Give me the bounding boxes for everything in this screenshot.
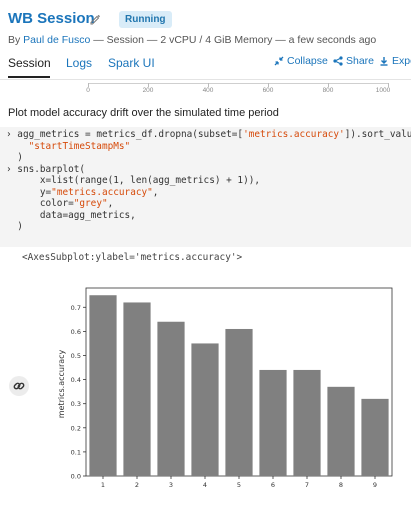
- y-tick-label: 0.4: [71, 376, 81, 384]
- x-tick-label: 1: [101, 481, 105, 489]
- tab-logs[interactable]: Logs: [66, 56, 93, 70]
- bar-chart: 0.0 0.1 0.2 0.3 0.4 0.5 0.6 0.7 1 2 3 4 5 6 7 8 9 metric…: [57, 287, 393, 489]
- code-line: color=: [17, 198, 74, 209]
- code-line: ,: [107, 198, 114, 209]
- scrubber-tick: [268, 83, 269, 87]
- scrubber-label: 800: [322, 87, 334, 94]
- bar: [89, 295, 117, 476]
- y-tick-label: 0.7: [71, 304, 81, 312]
- code-string: "startTimeStampMs": [28, 140, 131, 152]
- y-tick-label: 0.0: [71, 473, 81, 481]
- x-tick-label: 6: [271, 481, 275, 489]
- session-subline: By Paul de Fusco — Session — 2 vCPU / 4 …: [8, 34, 411, 46]
- link-icon: [13, 382, 25, 390]
- markdown-cell: Plot model accuracy drift over the simul…: [8, 107, 279, 119]
- bar: [293, 369, 321, 476]
- y-tick-label: 0.1: [71, 448, 81, 456]
- y-tick-label: 0.3: [71, 400, 81, 408]
- export-label: Expo: [392, 55, 411, 67]
- bar: [157, 321, 185, 476]
- code-line: data=agg_metrics,: [17, 209, 136, 221]
- status-badge: Running: [119, 11, 172, 28]
- x-tick-label: 9: [373, 481, 377, 489]
- code-input: › agg_metrics = metrics_df.dropna(subset…: [6, 129, 411, 233]
- scrubber-tick: [208, 83, 209, 87]
- scrubber-label: 200: [142, 87, 154, 94]
- tab-spark-ui[interactable]: Spark UI: [108, 56, 155, 70]
- cell-output: <AxesSubplot:ylabel='metrics.accuracy'>: [22, 252, 243, 263]
- session-title: WB Session: [8, 10, 95, 27]
- x-tick-label: 2: [135, 481, 139, 489]
- tab-bar: Session Logs Spark UI Collapse Share Exp…: [0, 52, 411, 80]
- scrubber-label: 600: [262, 87, 274, 94]
- code-string: "grey": [73, 198, 108, 209]
- session-header: WB Session Running: [8, 10, 411, 32]
- x-tick-label: 8: [339, 481, 343, 489]
- x-tick-label: 4: [203, 481, 207, 489]
- scrubber-tick: [148, 83, 149, 87]
- author-link[interactable]: Paul de Fusco: [23, 34, 91, 46]
- edit-icon[interactable]: [89, 13, 101, 25]
- bar: [123, 302, 151, 476]
- by-prefix: By: [8, 34, 24, 46]
- bar: [327, 386, 355, 476]
- code-cell[interactable]: › agg_metrics = metrics_df.dropna(subset…: [0, 127, 411, 247]
- code-string: "metrics.accuracy": [51, 186, 153, 198]
- prompt-icon: ›: [6, 163, 18, 175]
- code-line: x=list(range(1, len(agg_metrics) + 1)),: [17, 175, 260, 186]
- x-tick-label: 7: [305, 481, 309, 489]
- scrubber-label: 1000: [375, 87, 391, 94]
- code-string: 'metrics.accuracy': [243, 129, 345, 140]
- bar: [259, 369, 287, 476]
- share-icon: [333, 56, 343, 66]
- bar: [361, 398, 389, 476]
- export-button[interactable]: Expo: [379, 55, 411, 67]
- code-line: ): [17, 152, 23, 163]
- download-icon: [380, 57, 388, 66]
- timeline-scrubber[interactable]: 0 200 400 600 800 1000: [0, 80, 411, 96]
- scrubber-label: 400: [202, 87, 214, 94]
- scrubber-label: 0: [86, 87, 90, 94]
- code-line: ]).sort_values(: [344, 129, 411, 140]
- scrubber-tick: [328, 83, 329, 87]
- code-line: ): [17, 221, 23, 232]
- share-label: Share: [346, 55, 375, 67]
- code-line: sns.barplot(: [17, 163, 86, 175]
- code-line: agg_metrics = metrics_df.dropna(subset=[: [17, 129, 244, 140]
- active-tab-indicator: [8, 76, 50, 78]
- prompt-icon: ›: [6, 129, 18, 140]
- y-tick-label: 0.5: [71, 352, 81, 360]
- code-line: y=: [17, 186, 52, 198]
- session-details: — Session — 2 vCPU / 4 GiB Memory — a fe…: [90, 34, 377, 46]
- y-tick-label: 0.2: [71, 424, 81, 432]
- bar: [191, 343, 219, 476]
- code-line: ,: [152, 186, 159, 198]
- collapse-button[interactable]: Collapse: [274, 55, 328, 67]
- scrubber-track[interactable]: [88, 83, 388, 84]
- collapse-label: Collapse: [287, 55, 328, 67]
- x-tick-label: 3: [169, 481, 173, 489]
- x-tick-label: 5: [237, 481, 241, 489]
- scrubber-tick: [88, 83, 89, 87]
- y-tick-label: 0.6: [71, 328, 81, 336]
- tab-session[interactable]: Session: [8, 56, 51, 70]
- share-button[interactable]: Share: [333, 55, 374, 67]
- y-axis-label: metrics.accuracy: [57, 349, 66, 418]
- bar: [225, 328, 253, 476]
- collapse-icon: [274, 56, 284, 66]
- link-button[interactable]: [9, 376, 29, 396]
- scrubber-tick: [388, 83, 389, 87]
